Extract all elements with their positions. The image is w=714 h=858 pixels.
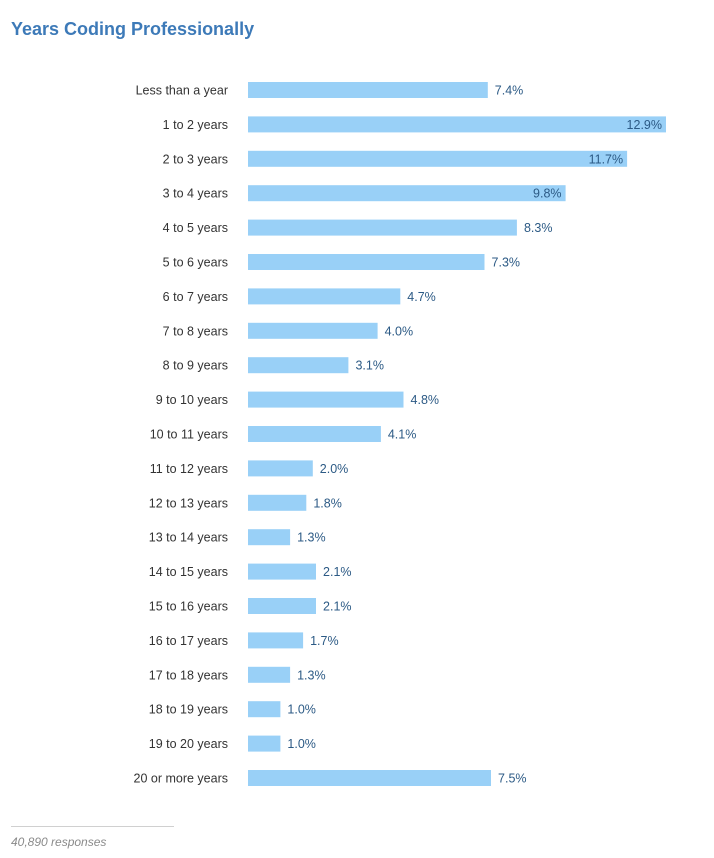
category-label: 1 to 2 years xyxy=(163,118,228,132)
value-label: 7.5% xyxy=(498,772,527,786)
category-label: 3 to 4 years xyxy=(163,187,228,201)
bar-row-2-to-3-years: 2 to 3 years 11.7% xyxy=(163,150,628,167)
value-label: 9.8% xyxy=(533,187,562,201)
footer-divider xyxy=(11,826,174,827)
bar xyxy=(248,632,304,649)
category-label: 8 to 9 years xyxy=(163,359,228,373)
bar xyxy=(248,770,491,786)
bar-row-14-to-15-years: 14 to 15 years 2.1% xyxy=(149,563,352,580)
value-label: 4.0% xyxy=(385,324,414,338)
value-label: 1.3% xyxy=(297,531,326,545)
category-label: Less than a year xyxy=(136,84,228,98)
category-label: 18 to 19 years xyxy=(149,703,228,717)
value-label: 4.8% xyxy=(411,393,440,407)
bar-row-1-to-2-years: 1 to 2 years 12.9% xyxy=(163,116,666,133)
bar xyxy=(248,254,485,270)
bar xyxy=(248,357,349,374)
category-label: 13 to 14 years xyxy=(149,531,228,545)
value-label: 1.0% xyxy=(287,737,316,751)
value-label: 1.8% xyxy=(313,496,342,510)
category-label: 12 to 13 years xyxy=(149,496,228,510)
bar xyxy=(248,322,378,339)
bar-row-17-to-18-years: 17 to 18 years 1.3% xyxy=(149,666,326,683)
bar xyxy=(248,426,381,442)
category-label: 4 to 5 years xyxy=(163,221,228,235)
value-label: 1.3% xyxy=(297,668,326,682)
value-label: 1.7% xyxy=(310,634,339,648)
category-label: 11 to 12 years xyxy=(150,462,228,476)
bar xyxy=(248,82,488,98)
value-label: 2.0% xyxy=(320,462,349,476)
bar xyxy=(248,701,281,718)
bar xyxy=(248,185,566,202)
category-label: 2 to 3 years xyxy=(163,152,228,166)
value-label: 4.7% xyxy=(407,290,436,304)
category-label: 17 to 18 years xyxy=(149,668,228,682)
category-label: 16 to 17 years xyxy=(149,634,228,648)
bar xyxy=(248,494,307,511)
bar-row-7-to-8-years: 7 to 8 years 4.0% xyxy=(163,322,414,339)
bar-row-12-to-13-years: 12 to 13 years 1.8% xyxy=(149,494,342,511)
bar xyxy=(248,116,666,133)
bar xyxy=(248,598,316,614)
bar xyxy=(248,563,316,580)
bar-chart: Less than a year 7.4% 1 to 2 years 12.9% 2 t… xyxy=(134,82,666,786)
bar xyxy=(248,219,517,236)
bar-row-4-to-5-years: 4 to 5 years 8.3% xyxy=(163,219,553,236)
value-label: 4.1% xyxy=(388,428,417,442)
value-label: 7.4% xyxy=(495,84,524,98)
value-label: 11.7% xyxy=(589,152,624,166)
bar-row-16-to-17-years: 16 to 17 years 1.7% xyxy=(149,632,339,649)
value-label: 1.0% xyxy=(287,703,316,717)
category-label: 9 to 10 years xyxy=(156,393,228,407)
value-label: 3.1% xyxy=(355,359,384,373)
bar-row-11-to-12-years: 11 to 12 years 2.0% xyxy=(150,460,349,477)
bar xyxy=(248,666,291,683)
bar xyxy=(248,460,313,477)
category-label: 7 to 8 years xyxy=(163,324,228,338)
category-label: 14 to 15 years xyxy=(149,565,228,579)
value-label: 2.1% xyxy=(323,600,352,614)
chart-title: Years Coding Professionally xyxy=(11,19,255,39)
value-label: 8.3% xyxy=(524,221,553,235)
bar xyxy=(248,150,628,167)
value-label: 12.9% xyxy=(627,118,662,132)
bar xyxy=(248,391,404,408)
bar-row-13-to-14-years: 13 to 14 years 1.3% xyxy=(149,529,326,546)
value-label: 7.3% xyxy=(492,256,520,270)
bar-row-10-to-11-years: 10 to 11 years 4.1% xyxy=(150,426,417,442)
bar-row-9-to-10-years: 9 to 10 years 4.8% xyxy=(156,391,440,408)
bar-row-6-to-7-years: 6 to 7 years 4.7% xyxy=(163,288,436,305)
value-label: 2.1% xyxy=(323,565,352,579)
bar-row-15-to-16-years: 15 to 16 years 2.1% xyxy=(149,598,352,614)
response-count: 40,890 responses xyxy=(11,835,107,849)
category-label: 10 to 11 years xyxy=(150,428,228,442)
bar-row-less-than-a-year: Less than a year 7.4% xyxy=(136,82,524,98)
bar-row-20-or-more-years: 20 or more years 7.5% xyxy=(134,770,527,786)
category-label: 19 to 20 years xyxy=(149,737,228,751)
bar-row-3-to-4-years: 3 to 4 years 9.8% xyxy=(163,185,566,202)
bar-row-5-to-6-years: 5 to 6 years 7.3% xyxy=(163,254,520,270)
bar-row-8-to-9-years: 8 to 9 years 3.1% xyxy=(163,357,384,374)
category-label: 20 or more years xyxy=(134,772,228,786)
bar xyxy=(248,735,281,752)
bar xyxy=(248,529,291,546)
bar xyxy=(248,288,401,305)
bar-row-19-to-20-years: 19 to 20 years 1.0% xyxy=(149,735,316,752)
bar-row-18-to-19-years: 18 to 19 years 1.0% xyxy=(149,701,316,718)
category-label: 15 to 16 years xyxy=(149,600,228,614)
category-label: 5 to 6 years xyxy=(163,256,228,270)
category-label: 6 to 7 years xyxy=(163,290,228,304)
